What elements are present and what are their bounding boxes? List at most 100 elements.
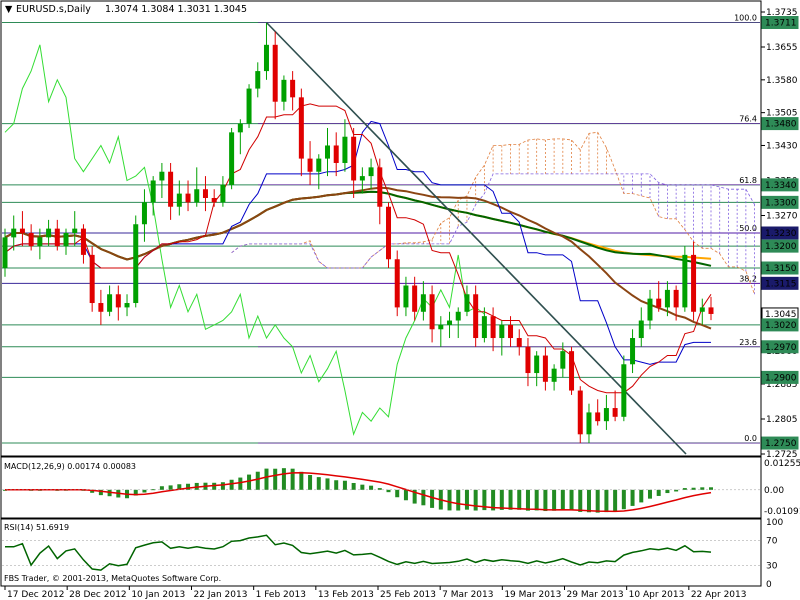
candle-body[interactable] [72, 228, 78, 233]
candle-body[interactable] [141, 202, 147, 225]
candle-body[interactable] [202, 189, 208, 198]
candle-body[interactable] [133, 224, 139, 304]
candle-body[interactable] [246, 88, 252, 124]
macd-histogram-bar [517, 489, 522, 510]
candle-body[interactable] [281, 79, 287, 102]
candle-body[interactable] [324, 145, 330, 159]
candle-body[interactable] [673, 289, 679, 308]
candle-body[interactable] [577, 390, 583, 435]
candle-body[interactable] [621, 364, 627, 417]
senkou-span-b [231, 173, 755, 269]
candle-body[interactable] [307, 158, 313, 172]
price-tag-label: 1.3480 [765, 120, 797, 130]
candle-body[interactable] [272, 44, 278, 102]
candle-body[interactable] [333, 145, 339, 163]
trend-line[interactable] [265, 21, 687, 455]
candle-body[interactable] [412, 285, 418, 312]
candle-body[interactable] [420, 294, 426, 312]
candle-body[interactable] [168, 171, 174, 207]
candle-body[interactable] [63, 233, 69, 247]
candle-body[interactable] [185, 193, 191, 203]
candle-body[interactable] [708, 307, 714, 314]
candle-body[interactable] [37, 237, 43, 247]
candle-body[interactable] [560, 351, 566, 369]
candle-body[interactable] [429, 294, 435, 330]
candle-body[interactable] [46, 228, 52, 238]
candle-body[interactable] [237, 123, 243, 133]
macd-histogram-bar [552, 489, 557, 511]
candle-body[interactable] [11, 228, 17, 238]
macd-histogram-bar [369, 485, 374, 490]
time-axis-label: 1 Feb 2013 [256, 590, 306, 600]
candle-body[interactable] [19, 228, 25, 233]
candle-body[interactable] [508, 324, 514, 339]
candle-body[interactable] [542, 355, 548, 382]
candle-body[interactable] [490, 316, 496, 339]
macd-histogram-bar [534, 489, 539, 511]
candle-body[interactable] [351, 136, 357, 181]
macd-histogram-bar [316, 477, 321, 490]
candle-body[interactable] [464, 294, 470, 312]
macd-histogram-bar [647, 489, 652, 499]
candle-body[interactable] [115, 294, 121, 308]
candle-body[interactable] [455, 311, 461, 321]
candle-body[interactable] [377, 167, 383, 207]
candle-body[interactable] [107, 294, 113, 312]
candle-body[interactable] [612, 408, 618, 417]
candle-body[interactable] [386, 206, 392, 260]
candle-body[interactable] [194, 189, 200, 203]
candle-body[interactable] [80, 228, 86, 255]
candle-body[interactable] [403, 285, 409, 308]
time-axis-label: 10 Jan 2013 [131, 590, 185, 600]
price-tag-bg [761, 261, 799, 275]
candle-body[interactable] [481, 316, 487, 339]
candle-body[interactable] [89, 254, 95, 304]
candle-body[interactable] [124, 303, 130, 308]
price-axis-label: 1.2885 [766, 380, 798, 390]
candle-body[interactable] [2, 237, 8, 269]
candle-body[interactable] [176, 193, 182, 207]
candle-body[interactable] [98, 303, 104, 312]
candle-body[interactable] [438, 324, 444, 330]
candle-body[interactable] [647, 298, 653, 321]
macd-histogram-bar [604, 489, 609, 513]
candle-body[interactable] [342, 136, 348, 163]
candle-body[interactable] [551, 368, 557, 382]
candle-body[interactable] [220, 184, 226, 203]
candle-body[interactable] [499, 324, 505, 339]
candle-body[interactable] [595, 412, 601, 422]
candle-body[interactable] [229, 132, 235, 185]
header-arrow-icon[interactable]: ▼ [5, 4, 13, 15]
candle-body[interactable] [691, 254, 697, 312]
time-axis-label: 7 Mar 2013 [442, 590, 493, 600]
candle-body[interactable] [211, 197, 217, 203]
candle-body[interactable] [150, 180, 156, 203]
candle-body[interactable] [603, 408, 609, 422]
candle-body[interactable] [473, 294, 479, 339]
candle-body[interactable] [534, 355, 540, 374]
candle-body[interactable] [359, 176, 365, 181]
candle-body[interactable] [159, 171, 165, 181]
candle-body[interactable] [447, 320, 453, 325]
candle-body[interactable] [699, 307, 705, 312]
candle-body[interactable] [263, 44, 269, 72]
candle-body[interactable] [682, 254, 688, 308]
price-panel-frame [0, 0, 762, 457]
candle-body[interactable] [586, 412, 592, 435]
candle-body[interactable] [394, 259, 400, 308]
candle-body[interactable] [28, 233, 34, 247]
candle-body[interactable] [316, 158, 322, 172]
candle-body[interactable] [656, 298, 662, 308]
candle-body[interactable] [54, 228, 60, 247]
candle-body[interactable] [298, 97, 304, 159]
candle-body[interactable] [516, 338, 522, 347]
candle-body[interactable] [290, 79, 296, 98]
candle-body[interactable] [569, 351, 575, 391]
candle-body[interactable] [525, 346, 531, 374]
candle-body[interactable] [664, 289, 670, 308]
candle-body[interactable] [368, 167, 374, 177]
candle-body[interactable] [638, 320, 644, 339]
candle-body[interactable] [630, 338, 636, 365]
candle-body[interactable] [255, 71, 261, 89]
